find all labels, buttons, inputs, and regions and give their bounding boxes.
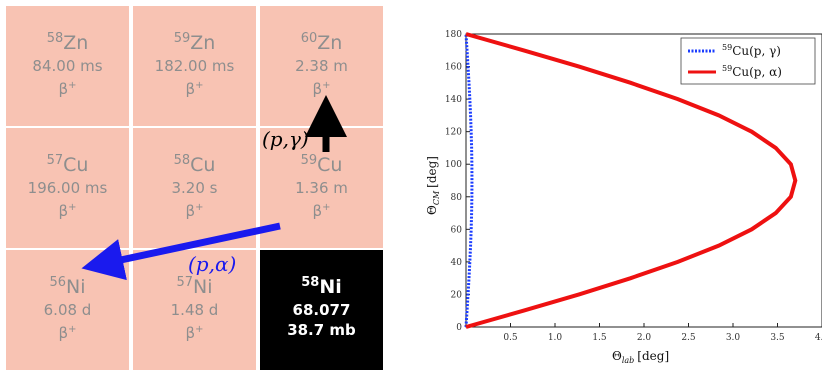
x-tick-label: 3.0 [726,333,741,343]
half-life: 84.00 ms [32,57,103,75]
y-tick-label: 20 [451,290,463,300]
half-life: 1.36 m [295,179,348,197]
p-alpha-arrow [81,222,281,281]
y-axis-label: ΘCM[deg] [425,156,441,215]
nuclide-symbol: 58Zn [46,31,89,54]
decay-mode: β+ [185,80,204,98]
x-tick-label: 4.0 [815,333,822,343]
nuclide-chart: 58Zn 84.00 ms β+ 59Zn 182.00 ms β+ 60Zn 2.38 m β… [6,6,383,370]
y-tick-label: 40 [451,258,463,268]
nuclide-cell-58zn: 58Zn 84.00 ms β+ [6,6,129,126]
nuclide-symbol: 56Ni [49,275,86,298]
decay-mode: β+ [185,202,204,220]
nuclide-symbol: 59Cu [300,153,343,176]
nuclide-cell-57cu: 57Cu 196.00 ms β+ [6,128,129,248]
x-tick-label: 0.5 [503,333,518,343]
decay-mode: β+ [58,80,77,98]
decay-mode: β+ [58,202,77,220]
legend: 59Cu(p, γ) 59Cu(p, α) [680,37,816,85]
y-tick-label: 140 [445,95,462,105]
series-line-p-alpha [465,32,798,329]
half-life: 1.48 d [170,301,219,319]
legend-label-alpha: 59Cu(p, α) [722,64,782,79]
nuclide-cell-58cu: 58Cu 3.20 s β+ [133,128,256,248]
half-life: 6.08 d [43,301,92,319]
half-life: 182.00 ms [154,57,235,75]
decay-mode: β+ [312,80,331,98]
nuclide-symbol: 60Zn [300,31,343,54]
y-tick-label: 0 [456,323,462,333]
x-axis-label: Θlab [deg] [612,349,669,365]
half-life: 2.38 m [295,57,348,75]
half-life: 196.00 ms [27,179,108,197]
cross-section: 38.7 mb [287,321,356,339]
decay-mode: β+ [312,202,331,220]
nuclide-symbol: 59Zn [173,31,216,54]
nuclide-symbol: 57Ni [176,275,213,298]
legend-box [680,37,816,85]
y-tick-label: 60 [451,225,463,235]
y-tick-label: 100 [445,160,462,170]
nuclide-cell-59cu: 59Cu 1.36 m β+ [260,128,383,248]
abundance: 68.077 [292,301,351,319]
nuclide-symbol: 58Ni [301,275,342,298]
y-tick-label: 120 [445,128,462,138]
nuclide-cell-58ni: 58Ni 68.077 38.7 mb [260,250,383,370]
x-tick-label: 3.5 [770,333,785,343]
nuclide-cell-60zn: 60Zn 2.38 m β+ [260,6,383,126]
y-tick-label: 80 [451,193,463,203]
p-alpha-label: (p,α) [188,252,236,276]
nuclide-symbol: 58Cu [173,153,216,176]
half-life: 3.20 s [171,179,218,197]
legend-label-gamma: 59Cu(p, γ) [722,43,781,58]
x-tick-label: 1.5 [592,333,607,343]
nuclide-cell-57ni: 57Ni 1.48 d β+ [133,250,256,370]
decay-mode: β+ [58,324,77,342]
y-tick-label: 160 [445,63,462,73]
y-tick-label: 180 [445,30,462,40]
nuclide-symbol: 57Cu [46,153,89,176]
x-tick-label: 2.5 [681,333,696,343]
decay-mode: β+ [185,324,204,342]
x-tick-label: 1.0 [548,333,563,343]
p-gamma-label: (p,γ) [262,127,309,151]
x-tick-label: 2.0 [637,333,652,343]
nuclide-cell-59zn: 59Zn 182.00 ms β+ [133,6,256,126]
